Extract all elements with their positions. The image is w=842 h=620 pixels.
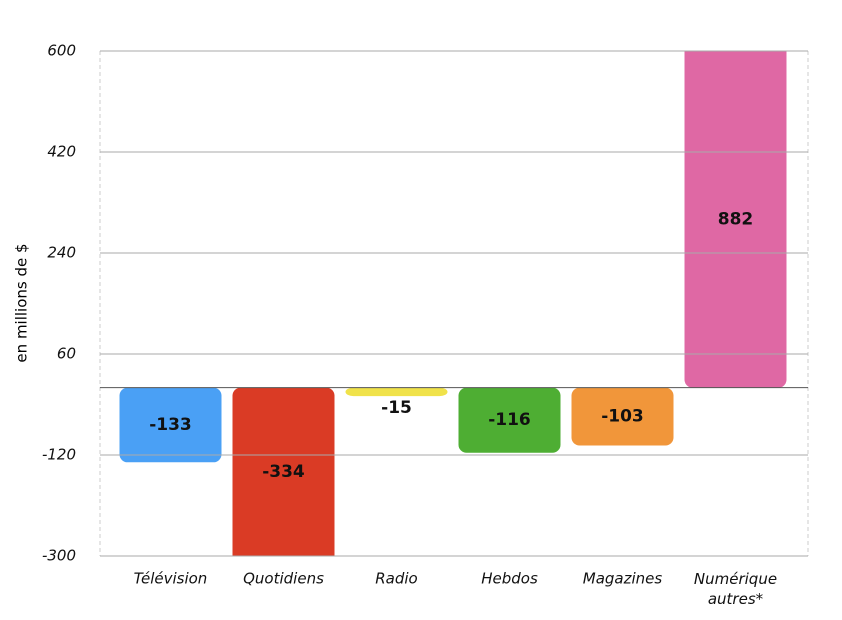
y-axis-label: en millions de $ bbox=[13, 243, 31, 362]
bar bbox=[571, 387, 674, 446]
label-line: Numérique bbox=[694, 570, 777, 588]
y-tick-label: 600 bbox=[47, 42, 76, 60]
bar bbox=[684, 51, 787, 388]
y-tick-label: -300 bbox=[42, 547, 76, 565]
data-label: -103 bbox=[601, 407, 644, 427]
bar bbox=[119, 387, 222, 463]
y-tick-label: -120 bbox=[42, 446, 76, 464]
bars bbox=[119, 51, 787, 556]
x-tick-label: Hebdos bbox=[481, 570, 538, 588]
data-label: -133 bbox=[149, 415, 192, 435]
x-tick-label: Numérique autres* bbox=[694, 570, 777, 608]
label-line: autres* bbox=[708, 590, 764, 608]
x-tick-label: Magazines bbox=[583, 570, 663, 588]
y-tick-label: 60 bbox=[57, 345, 76, 363]
bar bbox=[345, 387, 448, 397]
x-tick-label: Radio bbox=[375, 570, 417, 588]
bar bbox=[232, 387, 335, 556]
y-tick-label: 240 bbox=[47, 244, 76, 262]
bar bbox=[458, 387, 561, 453]
data-label: -334 bbox=[262, 462, 305, 482]
data-label: -15 bbox=[381, 398, 412, 418]
x-tick-label: Quotidiens bbox=[243, 570, 324, 588]
y-tick-label: 420 bbox=[47, 143, 76, 161]
data-label: -116 bbox=[488, 410, 531, 430]
x-tick-label: Télévision bbox=[134, 570, 208, 588]
data-label: 882 bbox=[718, 209, 754, 229]
